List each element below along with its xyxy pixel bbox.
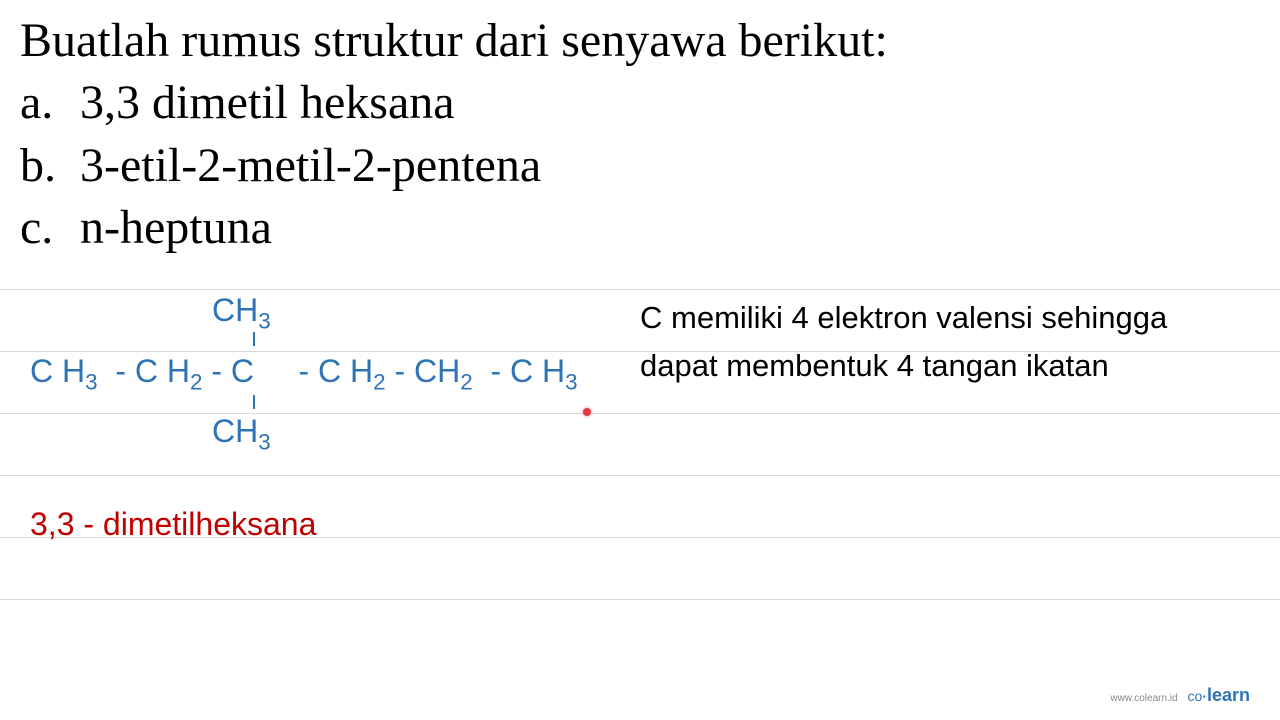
item-label-c: c.: [20, 197, 80, 259]
rule-line: [0, 289, 1280, 290]
question-item-a: a.3,3 dimetil heksana: [20, 72, 1260, 134]
footer-url: www.colearn.id: [1110, 693, 1177, 704]
bond-bottom: [253, 395, 255, 409]
item-text-a: 3,3 dimetil heksana: [80, 76, 455, 129]
laser-pointer-dot: [583, 408, 591, 416]
question-title: Buatlah rumus struktur dari senyawa beri…: [20, 10, 1260, 72]
rule-line: [0, 475, 1280, 476]
bond-top: [253, 332, 255, 346]
explain-line-2: dapat membentuk 4 tangan ikatan: [640, 342, 1167, 390]
compound-name: 3,3 - dimetilheksana: [30, 506, 316, 543]
rule-line: [0, 413, 1280, 414]
brand-co: co: [1188, 688, 1203, 704]
brand-learn: learn: [1207, 685, 1250, 705]
footer-branding: www.colearn.id co·learn: [1110, 685, 1250, 706]
question-item-b: b.3-etil-2-metil-2-pentena: [20, 135, 1260, 197]
top-substituent: CH3: [212, 294, 271, 333]
explanation-text: C memiliki 4 elektron valensi sehingga d…: [640, 294, 1167, 390]
question-item-c: c.n-heptuna: [20, 197, 1260, 259]
question-block: Buatlah rumus struktur dari senyawa beri…: [0, 0, 1280, 260]
rule-line: [0, 599, 1280, 600]
main-chain: C H3 - C H2 - C - C H2 - CH2 - C H3: [30, 355, 578, 394]
bottom-substituent: CH3: [212, 415, 271, 454]
item-text-c: n-heptuna: [80, 201, 272, 254]
item-label-b: b.: [20, 135, 80, 197]
item-text-b: 3-etil-2-metil-2-pentena: [80, 139, 541, 192]
item-label-a: a.: [20, 72, 80, 134]
explain-line-1: C memiliki 4 elektron valensi sehingga: [640, 294, 1167, 342]
